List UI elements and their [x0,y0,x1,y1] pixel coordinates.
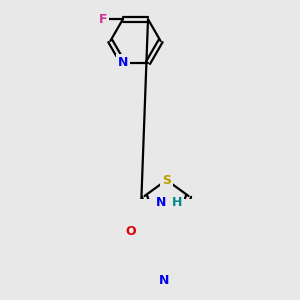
Text: N: N [118,56,128,69]
Text: F: F [99,13,107,26]
Text: O: O [126,225,136,238]
Text: H: H [172,196,182,209]
Text: N: N [156,196,166,209]
Text: S: S [162,173,171,187]
Text: N: N [158,274,169,287]
